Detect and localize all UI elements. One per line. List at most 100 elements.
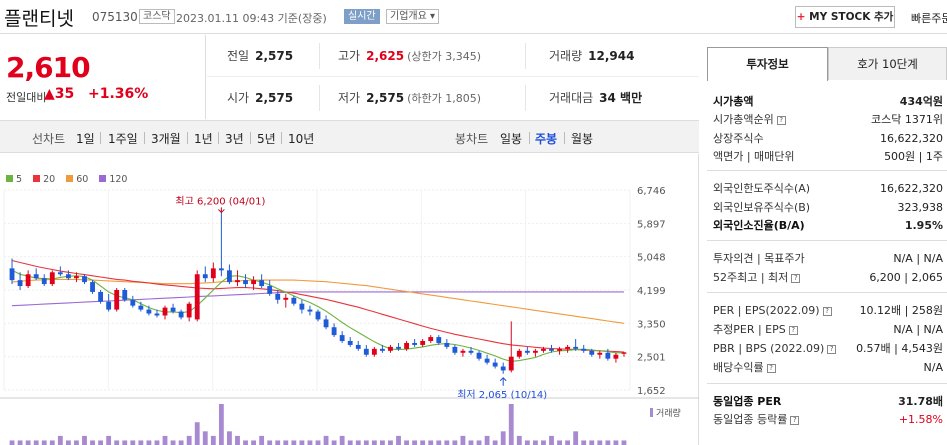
info-value: +1.58% xyxy=(898,413,943,426)
volume-bar xyxy=(114,440,120,445)
candle-body xyxy=(41,278,47,285)
legend-ma60: 60 xyxy=(66,174,88,185)
candle-body xyxy=(549,348,554,351)
help-icon[interactable]: ? xyxy=(776,116,786,125)
chevron-down-icon: ▾ xyxy=(426,11,436,22)
chart-period-bar: 선차트 1일 1주일 3개월 1년 3년 5년 10년 봉차트 일봉 주봉 월봉 xyxy=(0,120,699,153)
volume-bar xyxy=(307,440,313,445)
trade-volume: 거래량 12,944 xyxy=(549,49,635,63)
info-row: 상장주식수 16,622,320 xyxy=(707,130,947,148)
price-change: ▲35 xyxy=(44,86,75,102)
candle-chart-label: 봉차트 xyxy=(455,132,489,146)
candle-body xyxy=(396,346,401,349)
period-10y[interactable]: 10년 xyxy=(288,132,315,146)
candle-body xyxy=(355,344,361,349)
info-value: 31.78배 xyxy=(898,395,943,408)
help-icon[interactable]: ? xyxy=(766,364,776,373)
candle-body xyxy=(218,268,224,271)
help-icon[interactable]: ? xyxy=(791,274,801,283)
help-icon[interactable]: ? xyxy=(822,307,832,316)
y-tick-label: 3,350 xyxy=(637,319,666,330)
volume-bar xyxy=(388,440,393,445)
info-row: 액면가 | 매매단위 500원 | 1주 xyxy=(707,148,947,166)
candle-daily[interactable]: 일봉 xyxy=(500,132,523,146)
volume-label: 거래량 xyxy=(656,407,681,419)
period-1y[interactable]: 1년 xyxy=(194,132,213,146)
candle-body xyxy=(291,297,297,304)
price-change-pct: +1.36% xyxy=(88,86,149,102)
candle-body xyxy=(259,280,265,287)
candle-body xyxy=(33,274,39,279)
candle-weekly[interactable]: 주봉 xyxy=(535,132,558,146)
candle-body xyxy=(371,348,377,355)
period-1w[interactable]: 1주일 xyxy=(108,132,138,146)
quick-order-button[interactable]: 빠른주문 xyxy=(911,12,947,25)
company-info-button[interactable]: 기업개요 ▾ xyxy=(386,9,440,24)
candle-body xyxy=(452,346,458,353)
info-row: 시가총액 434억원 xyxy=(707,93,947,111)
info-value: 코스닥 1371위 xyxy=(871,113,943,126)
volume-bar xyxy=(154,440,160,445)
candle-body xyxy=(307,309,313,312)
volume-bar xyxy=(404,440,409,445)
candlestick-chart[interactable]: 6,746 5,897 5,048 4,199 3,350 2,501 1,652 최고 6,… xyxy=(0,154,699,445)
volume-bar xyxy=(227,431,232,445)
y-tick-label: 5,897 xyxy=(637,219,666,230)
quote-grid: 전일 2,575 고가 2,625 (상한가 3,345) 거래량 12,944 시가 2… xyxy=(207,35,699,119)
realtime-badge[interactable]: 실시간 xyxy=(344,9,380,24)
candle-monthly[interactable]: 월봉 xyxy=(571,132,594,146)
info-label: 투자의견 | 목표주가 xyxy=(713,252,805,265)
period-3y[interactable]: 3년 xyxy=(225,132,244,146)
info-row: PBR | BPS (2022.09)? 0.57배 | 4,543원 xyxy=(707,340,947,358)
volume-bar xyxy=(613,440,619,445)
candle-body xyxy=(283,297,289,300)
candle-chart-area[interactable]: 5 20 60 120 6,746 5,897 5,048 4,199 3,350 2,5… xyxy=(0,154,699,445)
volume-bar xyxy=(235,435,240,445)
candle-body xyxy=(49,272,55,285)
candle-body xyxy=(275,293,281,300)
info-label: 시가총액순위? xyxy=(713,111,786,129)
help-icon[interactable]: ? xyxy=(788,326,798,335)
info-row: 외국인보유주식수(B) 323,938 xyxy=(707,199,947,217)
volume-bar xyxy=(371,440,377,445)
volume-bar xyxy=(138,440,144,445)
up-triangle-icon: ▲ xyxy=(44,86,55,102)
info-row: 배당수익률? N/A xyxy=(707,359,947,377)
volume-bar xyxy=(41,440,47,445)
volume-bar xyxy=(589,440,595,445)
period-3m[interactable]: 3개월 xyxy=(151,132,181,146)
add-mystock-button[interactable]: + MY STOCK 추가 xyxy=(795,6,895,28)
candle-body xyxy=(227,270,232,283)
volume-bar xyxy=(9,440,15,445)
info-row: 투자의견 | 목표주가 N/A | N/A xyxy=(707,250,947,268)
info-value: N/A xyxy=(923,361,943,374)
candle-body xyxy=(25,274,31,287)
period-1d[interactable]: 1일 xyxy=(76,132,95,146)
high-price: 고가 2,625 (상한가 3,345) xyxy=(338,49,481,63)
info-value: 323,938 xyxy=(897,201,944,214)
info-label: PBR | BPS (2022.09)? xyxy=(713,340,837,358)
volume-bar xyxy=(573,431,579,445)
candle-body xyxy=(331,327,337,336)
info-row: 외국인소진율(B/A) 1.95% xyxy=(707,217,947,235)
period-5y[interactable]: 5년 xyxy=(257,132,276,146)
candle-body xyxy=(154,313,160,316)
volume-bar xyxy=(444,440,450,445)
volume-bar xyxy=(218,404,224,445)
tab-investment-info[interactable]: 투자정보 xyxy=(707,47,828,81)
ma-120-line xyxy=(11,291,624,307)
help-icon[interactable]: ? xyxy=(827,345,837,354)
open-price: 시가 2,575 xyxy=(227,91,294,105)
candle-body xyxy=(130,299,136,306)
candle-body xyxy=(162,307,168,316)
tab-orderbook-10[interactable]: 호가 10단계 xyxy=(828,47,947,80)
volume-bar xyxy=(492,440,498,445)
volume-bar xyxy=(106,435,112,445)
candle-body xyxy=(444,342,450,347)
volume-bar xyxy=(202,431,208,445)
help-icon[interactable]: ? xyxy=(790,416,800,425)
candle-body xyxy=(82,276,87,283)
info-label: 시가총액 xyxy=(713,95,754,108)
candle-body xyxy=(186,303,192,318)
volume-bar xyxy=(516,435,522,445)
